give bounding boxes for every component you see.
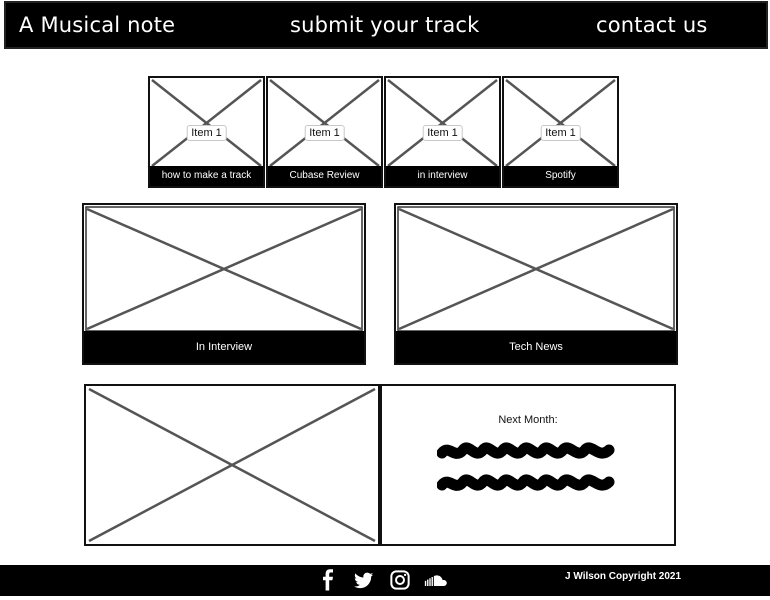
- thumbnail-card[interactable]: Item 1 Cubase Review: [266, 76, 383, 188]
- feature-card-tech-news[interactable]: Tech News: [394, 203, 678, 365]
- thumbnail-card[interactable]: Item 1 in interview: [384, 76, 501, 188]
- image-placeholder-icon: [269, 79, 380, 167]
- feature-caption: Tech News: [396, 331, 676, 363]
- nav-submit-track-link[interactable]: submit your track: [290, 13, 480, 37]
- copyright-text: J Wilson Copyright 2021: [565, 571, 682, 582]
- thumbnail-card[interactable]: Item 1 Spotify: [502, 76, 619, 188]
- thumbnail-caption: Cubase Review: [268, 166, 381, 186]
- feature-caption: In Interview: [84, 331, 364, 363]
- top-navbar: A Musical note submit your track contact…: [4, 1, 768, 49]
- scribble-text-placeholder-icon: [437, 442, 615, 491]
- twitter-icon[interactable]: [354, 569, 374, 591]
- footer: J Wilson Copyright 2021: [0, 565, 770, 596]
- item-chip: Item 1: [422, 125, 463, 141]
- image-placeholder-icon: [88, 387, 376, 543]
- next-month-title: Next Month:: [498, 414, 558, 426]
- image-placeholder-icon: [505, 79, 616, 167]
- facebook-icon[interactable]: [320, 569, 336, 591]
- image-placeholder-icon: [151, 79, 262, 167]
- image-placeholder-icon: [397, 206, 675, 332]
- thumbnail-card[interactable]: Item 1 how to make a track: [148, 76, 265, 188]
- nav-brand-link[interactable]: A Musical note: [19, 13, 176, 37]
- nav-contact-link[interactable]: contact us: [596, 13, 708, 37]
- instagram-icon[interactable]: [390, 569, 410, 591]
- item-chip: Item 1: [540, 125, 581, 141]
- thumbnail-caption: Spotify: [504, 166, 617, 186]
- feature-card-interview[interactable]: In Interview: [82, 203, 366, 365]
- next-month-panel: Next Month:: [380, 384, 676, 546]
- thumbnail-caption: in interview: [386, 166, 499, 186]
- image-placeholder-icon: [387, 79, 498, 167]
- thumbnail-caption: how to make a track: [150, 166, 263, 186]
- large-image-placeholder: [84, 384, 380, 546]
- soundcloud-icon[interactable]: [424, 569, 448, 591]
- item-chip: Item 1: [186, 125, 227, 141]
- item-chip: Item 1: [304, 125, 345, 141]
- image-placeholder-icon: [85, 206, 363, 332]
